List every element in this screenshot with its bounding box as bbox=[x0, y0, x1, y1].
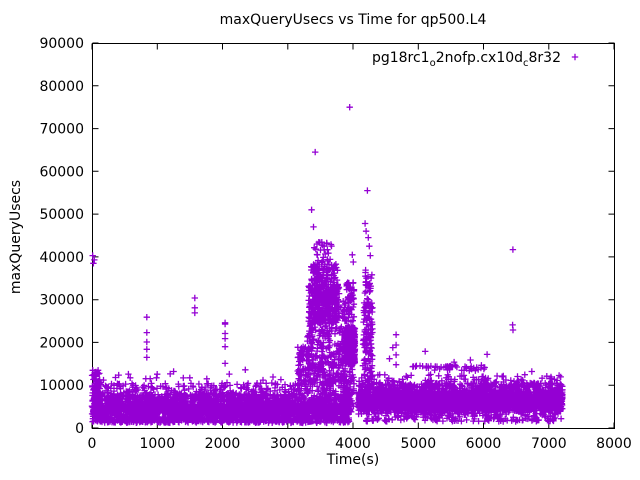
chart-title: maxQueryUsecs vs Time for qp500.L4 bbox=[219, 12, 487, 28]
x-tick-label: 3000 bbox=[270, 436, 306, 452]
legend-label-subscript: o bbox=[429, 57, 436, 69]
y-tick-label: 90000 bbox=[39, 36, 84, 52]
y-tick-label: 80000 bbox=[39, 79, 84, 95]
y-axis-label: maxQueryUsecs bbox=[8, 179, 24, 295]
y-tick-label: 20000 bbox=[39, 335, 84, 351]
y-tick-label: 50000 bbox=[39, 207, 84, 223]
x-tick-label: 5000 bbox=[400, 436, 436, 452]
legend-label: pg18rc1o2nofp.cx10dc8r32 bbox=[372, 50, 561, 69]
x-axis-label: Time(s) bbox=[326, 452, 380, 468]
y-tick-label: 70000 bbox=[39, 122, 84, 138]
x-tick-label: 8000 bbox=[596, 436, 632, 452]
axis-frame bbox=[91, 42, 615, 429]
legend-label-text: 8r32 bbox=[528, 50, 561, 66]
x-tick-labels: 0 1000 2000 3000 4000 5000 6000 7000 8000 bbox=[88, 436, 632, 452]
y-tick-label: 0 bbox=[75, 421, 84, 437]
x-tick-label: 6000 bbox=[466, 436, 502, 452]
x-tick-label: 1000 bbox=[139, 436, 175, 452]
legend-label-text: pg18rc1 bbox=[371, 50, 430, 66]
y-tick-label: 30000 bbox=[39, 293, 84, 309]
legend-plus-marker bbox=[571, 53, 579, 61]
x-tick-label: 7000 bbox=[531, 436, 567, 452]
x-tick-label: 2000 bbox=[205, 436, 241, 452]
legend-label-text: 2nofp.cx10d bbox=[435, 50, 524, 66]
y-tick-label: 40000 bbox=[39, 250, 84, 266]
x-tick-label: 4000 bbox=[335, 436, 371, 452]
y-tick-label: 10000 bbox=[39, 378, 84, 394]
y-tick-label: 60000 bbox=[39, 164, 84, 180]
x-tick-label: 0 bbox=[88, 436, 97, 452]
y-tick-labels: 0 10000 20000 30000 40000 50000 60000 70000 8000… bbox=[39, 36, 84, 437]
legend-label-subscript: c bbox=[523, 57, 529, 69]
scatter-points bbox=[88, 104, 566, 427]
plot-border-and-ticks bbox=[91, 42, 615, 429]
